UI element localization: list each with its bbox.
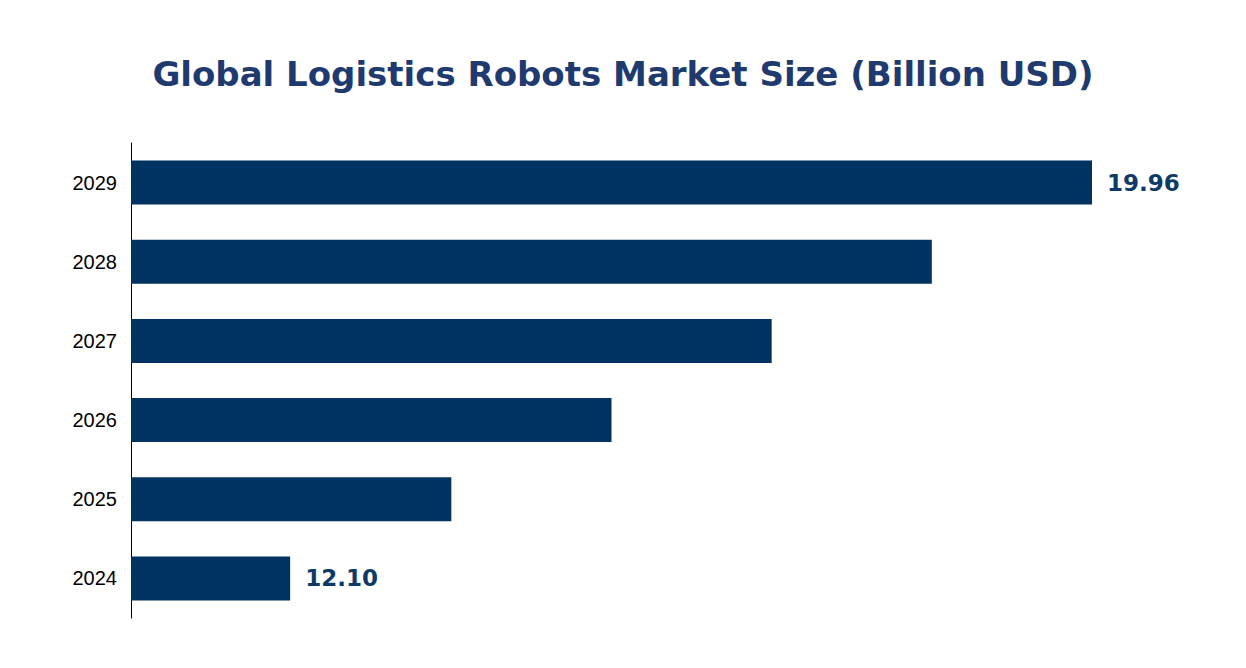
svg-text:2027: 2027 [73, 330, 118, 352]
svg-text:2025: 2025 [73, 488, 118, 510]
svg-text:2028: 2028 [73, 251, 118, 273]
svg-text:12.10: 12.10 [305, 565, 378, 591]
svg-text:Global Logistics Robots Market: Global Logistics Robots Market Size (Bil… [152, 54, 1093, 94]
svg-text:19.96: 19.96 [1107, 170, 1180, 196]
svg-text:2029: 2029 [73, 172, 118, 194]
svg-text:2026: 2026 [73, 409, 118, 431]
svg-text:2024: 2024 [73, 567, 118, 589]
